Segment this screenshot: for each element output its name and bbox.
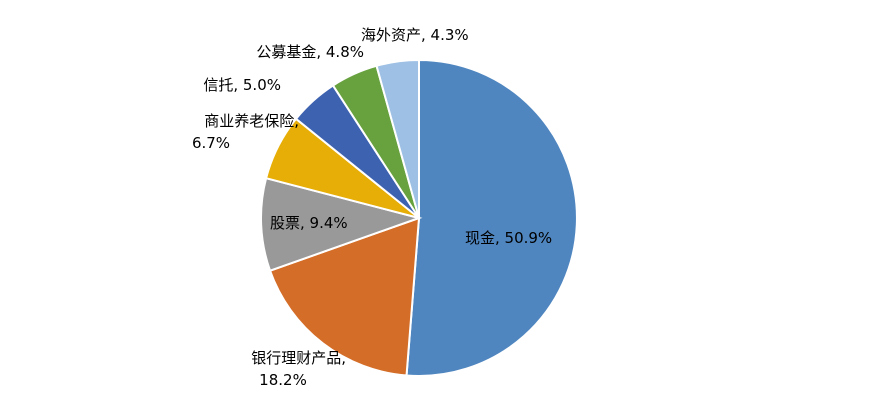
pie-label-6: 公募基金, 4.8% (256, 43, 364, 61)
pie-label-value: 6.7% (192, 134, 230, 152)
pie-label-1: 现金, 50.9% (465, 229, 552, 247)
pie-label-7: 海外资产, 4.3% (361, 26, 469, 44)
pie-label-value: 18.2% (259, 371, 307, 389)
pie-label-2: 银行理财产品, 18.2% (251, 349, 346, 389)
pie-label-4: 商业养老保险, 6.7% (192, 112, 299, 152)
pie-slice-7 (375, 58, 420, 219)
pie-label-5: 信托, 5.0% (203, 76, 281, 94)
pie-slice-2 (268, 216, 421, 377)
pie-slice-3 (260, 176, 423, 272)
pie-label-name: 商业养老保险, (204, 112, 299, 130)
pie-label-3: 股票, 9.4% (270, 214, 348, 232)
pie-labels: 现金, 50.9% 银行理财产品, 18.2% 股票, 9.4% 商业养老保险, 6.7%… (192, 26, 552, 389)
pie-slice-1 (405, 58, 578, 377)
pie-slices (260, 58, 578, 377)
pie-label-name: 银行理财产品, (251, 349, 346, 367)
